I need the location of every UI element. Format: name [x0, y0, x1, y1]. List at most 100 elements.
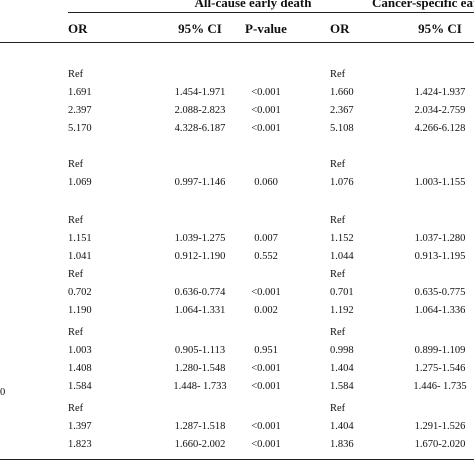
cell-ci-cancer-specific: 0.913-1.195 — [414, 251, 466, 262]
cell-ci-cancer-specific — [380, 158, 474, 171]
cut-off-row-label: 0 — [0, 387, 6, 398]
cell-or-cancer-specific: Ref — [330, 215, 346, 226]
column-header-ci-2: 95% CI — [418, 21, 462, 36]
group-title-cancer-specific: Cancer-specific early — [372, 0, 474, 10]
column-header-p-value-1: P-value — [245, 21, 287, 36]
cell-ci-cancer-specific — [380, 268, 474, 281]
cell-ci-cancer-specific: 1.424-1.937 — [414, 87, 466, 98]
cell-or-cancer-specific: 0.998 — [330, 345, 354, 356]
cell-p-value-all-cause: <0.001 — [251, 421, 281, 432]
cell-or-all-cause: Ref — [68, 403, 84, 414]
cell-ci-all-cause: 1.660-2.002 — [174, 439, 226, 450]
cell-ci-cancer-specific — [380, 214, 474, 227]
cell-p-value-all-cause — [226, 268, 306, 281]
cell-or-cancer-specific: 1.836 — [330, 439, 354, 450]
cell-or-all-cause: 1.069 — [68, 177, 92, 188]
cell-or-cancer-specific: 1.044 — [330, 251, 354, 262]
cell-or-all-cause: Ref — [68, 159, 84, 170]
cell-p-value-all-cause: <0.001 — [251, 287, 281, 298]
group-underline-all-cause — [68, 12, 330, 13]
cell-or-cancer-specific: 1.152 — [330, 233, 354, 244]
cell-p-value-all-cause: 0.951 — [254, 345, 278, 356]
cell-or-all-cause: 2.397 — [68, 105, 92, 116]
cell-or-cancer-specific: 5.108 — [330, 123, 354, 134]
cell-ci-cancer-specific: 1.670-2.020 — [414, 439, 466, 450]
cell-or-cancer-specific: Ref — [330, 159, 346, 170]
cell-or-all-cause: 1.408 — [68, 363, 92, 374]
cell-ci-all-cause: 1.280-1.548 — [174, 363, 226, 374]
cell-or-all-cause: 0.702 — [68, 287, 92, 298]
cell-or-cancer-specific: Ref — [330, 69, 346, 80]
cell-ci-cancer-specific: 2.034-2.759 — [414, 105, 466, 116]
cell-p-value-all-cause — [226, 326, 306, 339]
group-underline-cancer-specific — [318, 12, 474, 13]
cell-p-value-all-cause — [226, 68, 306, 81]
cell-or-cancer-specific: Ref — [330, 327, 346, 338]
cell-p-value-all-cause — [226, 402, 306, 415]
cell-or-cancer-specific: 1.404 — [330, 421, 354, 432]
cell-ci-cancer-specific: 0.899-1.109 — [414, 345, 466, 356]
cell-ci-cancer-specific: 1.037-1.280 — [414, 233, 466, 244]
cell-or-all-cause: Ref — [68, 269, 84, 280]
cell-ci-all-cause: 1.454-1.971 — [174, 87, 226, 98]
cell-ci-cancer-specific: 1.064-1.336 — [414, 305, 466, 316]
cell-p-value-all-cause: 0.002 — [254, 305, 278, 316]
cell-or-cancer-specific: 0.701 — [330, 287, 354, 298]
cell-or-all-cause: 1.041 — [68, 251, 92, 262]
cell-or-all-cause: 1.190 — [68, 305, 92, 316]
cell-or-all-cause: 1.691 — [68, 87, 92, 98]
cell-ci-cancer-specific: 1.446- 1.735 — [413, 381, 467, 392]
cell-p-value-all-cause: <0.001 — [251, 439, 281, 450]
cell-p-value-all-cause — [226, 214, 306, 227]
cell-or-cancer-specific: 2.367 — [330, 105, 354, 116]
cell-ci-cancer-specific: 1.291-1.526 — [414, 421, 466, 432]
cell-or-cancer-specific: 1.660 — [330, 87, 354, 98]
table-bottom-rule — [0, 459, 474, 460]
cell-or-cancer-specific: 1.584 — [330, 381, 354, 392]
cell-p-value-all-cause: <0.001 — [251, 363, 281, 374]
cell-p-value-all-cause: <0.001 — [251, 105, 281, 116]
cell-p-value-all-cause: <0.001 — [251, 381, 281, 392]
cell-ci-all-cause: 0.912-1.190 — [174, 251, 226, 262]
cell-or-cancer-specific: 1.192 — [330, 305, 354, 316]
cell-p-value-all-cause: <0.001 — [251, 87, 281, 98]
cell-p-value-all-cause — [226, 158, 306, 171]
cell-ci-all-cause: 1.039-1.275 — [174, 233, 226, 244]
cell-ci-all-cause: 1.448- 1.733 — [173, 381, 227, 392]
column-header-or-2: OR — [330, 21, 350, 36]
cell-or-cancer-specific: Ref — [330, 403, 346, 414]
column-header-or-1: OR — [68, 21, 88, 36]
cell-ci-all-cause: 1.064-1.331 — [174, 305, 226, 316]
cell-or-all-cause: Ref — [68, 327, 84, 338]
cell-or-all-cause: Ref — [68, 69, 84, 80]
cell-or-cancer-specific: 1.404 — [330, 363, 354, 374]
cell-ci-all-cause: 4.328-6.187 — [174, 123, 226, 134]
group-title-all-cause: All-cause early death — [194, 0, 312, 10]
cell-ci-cancer-specific: 0.635-0.775 — [414, 287, 466, 298]
cell-or-all-cause: 1.584 — [68, 381, 92, 392]
cell-ci-all-cause: 2.088-2.823 — [174, 105, 226, 116]
cell-or-all-cause: 1.397 — [68, 421, 92, 432]
cell-p-value-all-cause: 0.552 — [254, 251, 278, 262]
column-header-ci-1: 95% CI — [178, 21, 222, 36]
header-bottom-rule — [0, 42, 474, 43]
cell-or-all-cause: Ref — [68, 215, 84, 226]
cell-or-cancer-specific: 1.076 — [330, 177, 354, 188]
cell-or-cancer-specific: Ref — [330, 269, 346, 280]
cell-ci-cancer-specific — [380, 68, 474, 81]
cell-ci-cancer-specific: 1.275-1.546 — [414, 363, 466, 374]
cell-or-all-cause: 1.151 — [68, 233, 92, 244]
cell-p-value-all-cause: 0.060 — [254, 177, 278, 188]
cell-ci-cancer-specific — [380, 402, 474, 415]
cell-ci-cancer-specific — [380, 326, 474, 339]
cell-ci-cancer-specific: 1.003-1.155 — [414, 177, 466, 188]
cell-ci-all-cause: 0.636-0.774 — [174, 287, 226, 298]
cell-ci-all-cause: 0.905-1.113 — [174, 345, 226, 356]
cell-ci-cancer-specific: 4.266-6.128 — [414, 123, 466, 134]
cell-or-all-cause: 1.823 — [68, 439, 92, 450]
cell-ci-all-cause: 0.997-1.146 — [174, 177, 226, 188]
cell-or-all-cause: 1.003 — [68, 345, 92, 356]
cell-or-all-cause: 5.170 — [68, 123, 92, 134]
cell-ci-all-cause: 1.287-1.518 — [174, 421, 226, 432]
